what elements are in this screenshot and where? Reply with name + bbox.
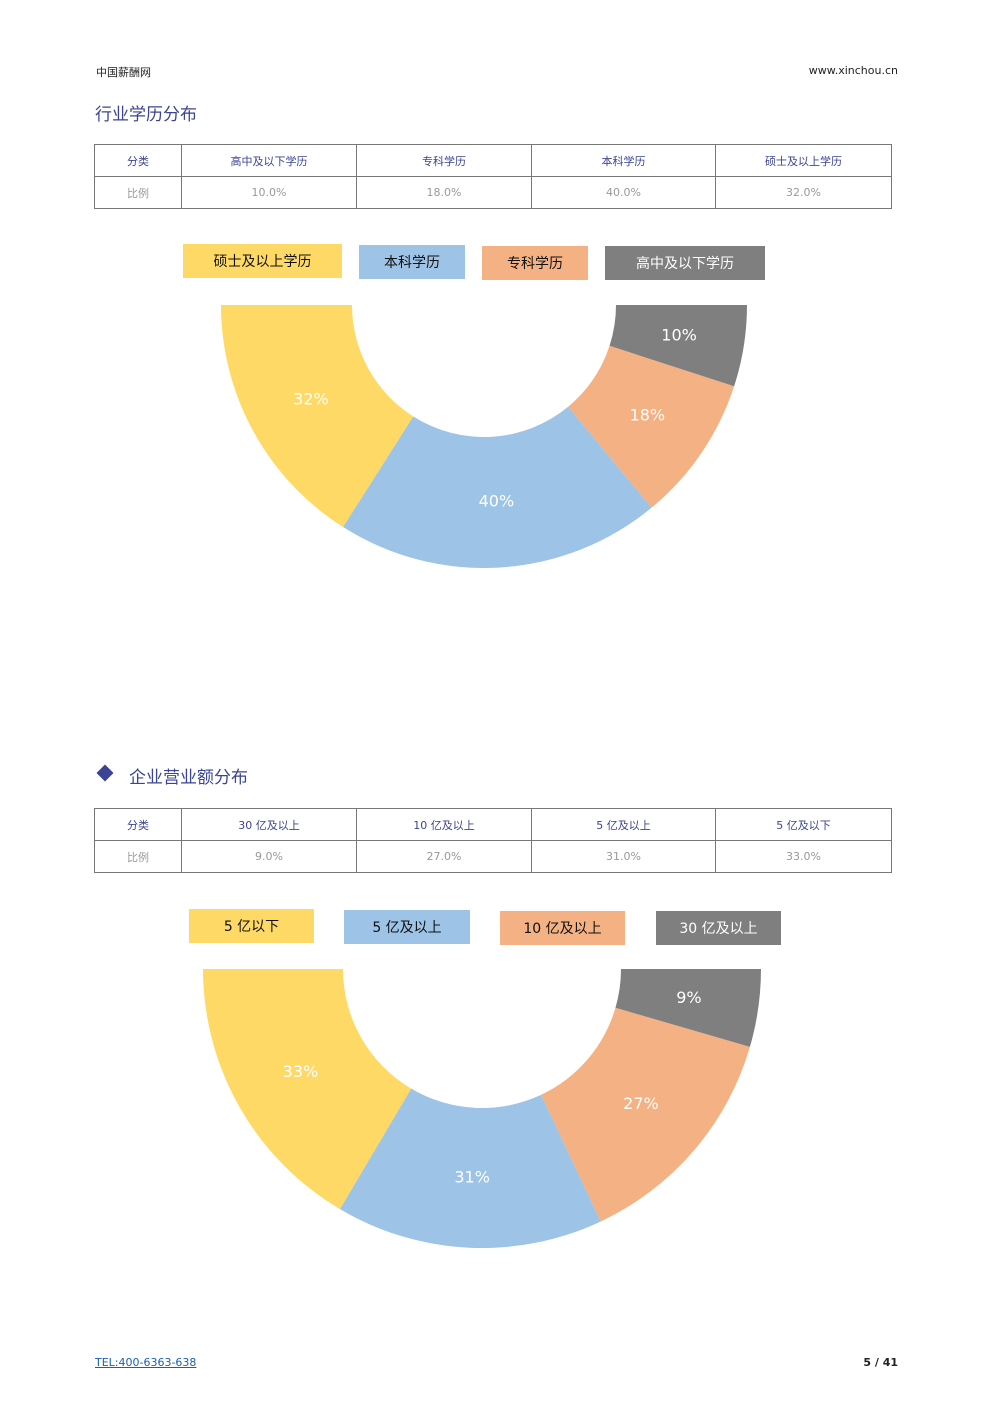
site-url[interactable]: www.xinchou.cn: [808, 64, 898, 77]
donut-slice-label: 40%: [479, 492, 515, 511]
donut-slice-1: [339, 1088, 601, 1248]
legend-item-3: 高中及以下学历: [605, 246, 765, 280]
table-header-row: 分类 高中及以下学历 专科学历 本科学历 硕士及以上学历: [94, 144, 892, 177]
donut-slice-label: 9%: [676, 988, 701, 1007]
donut-slice-1: [343, 406, 652, 568]
revenue-section-title: 企业营业额分布: [129, 768, 248, 788]
table-header-cell: 10 亿及以上: [356, 808, 532, 841]
table-cell: 40.0%: [531, 176, 716, 209]
table-cell: 33.0%: [715, 840, 892, 873]
legend-item-1: 本科学历: [359, 245, 465, 279]
revenue-table: 分类 30 亿及以上 10 亿及以上 5 亿及以上 5 亿及以下 比例 9.0%…: [94, 808, 892, 873]
donut-slice-3: [609, 305, 747, 387]
legend-item-0: 硕士及以上学历: [183, 244, 342, 278]
donut-slice-3: [615, 969, 761, 1047]
table-header-cell: 本科学历: [531, 144, 716, 177]
donut-slice-label: 33%: [283, 1062, 319, 1081]
table-cell: 比例: [94, 840, 182, 873]
legend-item-2: 10 亿及以上: [500, 911, 625, 945]
table-cell: 比例: [94, 176, 182, 209]
table-cell: 10.0%: [181, 176, 357, 209]
table-row: 比例 10.0% 18.0% 40.0% 32.0%: [94, 176, 892, 209]
table-header-cell: 5 亿及以下: [715, 808, 892, 841]
legend-item-1: 5 亿及以上: [344, 910, 470, 944]
legend-item-0: 5 亿以下: [189, 909, 314, 943]
table-header-cell: 高中及以下学历: [181, 144, 357, 177]
table-row: 比例 9.0% 27.0% 31.0% 33.0%: [94, 840, 892, 873]
donut-slice-label: 27%: [623, 1094, 659, 1113]
education-table: 分类 高中及以下学历 专科学历 本科学历 硕士及以上学历 比例 10.0% 18…: [94, 144, 892, 209]
donut-slice-label: 18%: [630, 406, 666, 425]
table-header-cell: 硕士及以上学历: [715, 144, 892, 177]
legend-item-2: 专科学历: [482, 246, 588, 280]
site-name: 中国薪酬网: [96, 66, 151, 79]
table-cell: 27.0%: [356, 840, 532, 873]
table-cell: 9.0%: [181, 840, 357, 873]
donut-slice-label: 10%: [661, 325, 697, 344]
page-number: 5 / 41: [863, 1356, 898, 1369]
table-cell: 18.0%: [356, 176, 532, 209]
donut-slice-2: [541, 1007, 750, 1222]
legend-item-3: 30 亿及以上: [656, 911, 781, 945]
donut-slice-label: 31%: [454, 1167, 490, 1186]
table-cell: 32.0%: [715, 176, 892, 209]
footer-tel-link[interactable]: TEL:400-6363-638: [95, 1356, 197, 1369]
table-cell: 31.0%: [531, 840, 716, 873]
donut-slice-label: 32%: [293, 390, 329, 409]
table-header-cell: 30 亿及以上: [181, 808, 357, 841]
donut-slice-2: [568, 345, 735, 508]
donut-slice-0: [203, 969, 412, 1210]
education-section-title: 行业学历分布: [95, 105, 197, 125]
table-header-row: 分类 30 亿及以上 10 亿及以上 5 亿及以上 5 亿及以下: [94, 808, 892, 841]
donut-slice-0: [221, 305, 414, 528]
